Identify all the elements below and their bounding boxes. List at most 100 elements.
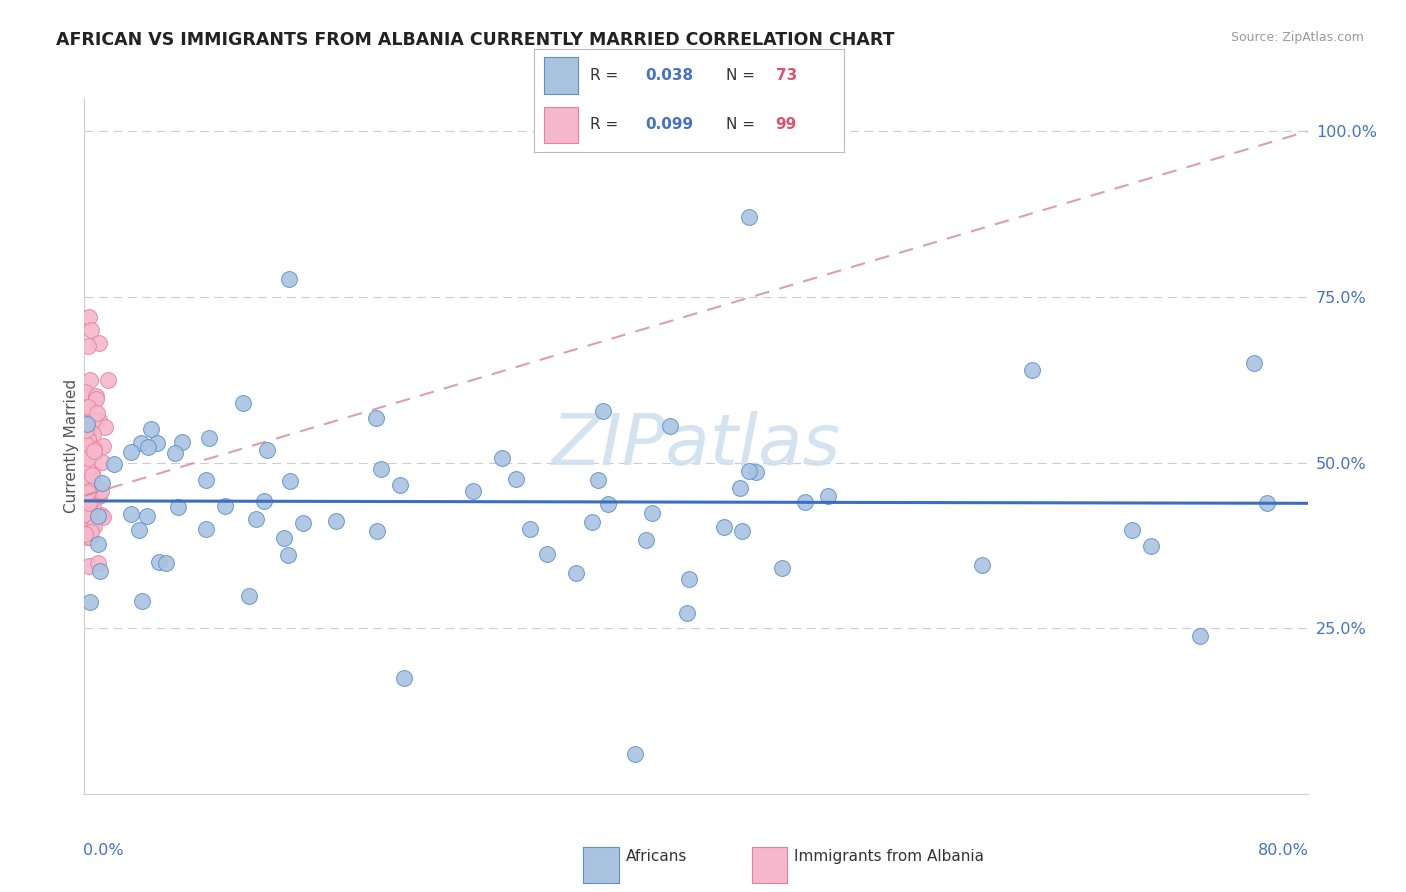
Point [77, 485, 100, 500]
Point [77, 498, 100, 512]
Point [146, 436, 169, 450]
Point [636, 533, 658, 548]
Point [77, 400, 100, 414]
Point [90, 508, 112, 522]
Point [93, 510, 115, 524]
Point [231, 396, 253, 410]
Text: Africans: Africans [626, 849, 688, 863]
Point [817, 489, 839, 503]
Point [80, 423, 103, 437]
Point [73, 385, 96, 400]
Point [505, 472, 527, 486]
Point [77, 431, 100, 445]
Text: 99: 99 [776, 118, 797, 133]
Text: R =: R = [591, 68, 623, 83]
Bar [544, 106, 578, 144]
Point [167, 500, 190, 515]
Point [79, 595, 101, 609]
Point [131, 594, 153, 608]
Point [80, 475, 103, 489]
Point [75, 432, 97, 446]
Point [73, 511, 96, 525]
Text: 0.0%: 0.0% [83, 843, 124, 857]
Point [80, 416, 103, 430]
Point [80, 493, 103, 508]
Point [77, 478, 100, 492]
Point [658, 418, 681, 433]
Point [738, 464, 761, 478]
Point [77, 408, 100, 422]
Point [278, 475, 301, 489]
Point [586, 473, 609, 487]
Point [80, 323, 103, 337]
Point [77, 558, 100, 573]
Point [75, 472, 97, 486]
Point [77, 390, 100, 404]
Point [75, 470, 97, 484]
Text: Source: ZipAtlas.com: Source: ZipAtlas.com [1230, 31, 1364, 45]
Point [103, 457, 125, 471]
Point [77, 508, 100, 522]
Point [277, 548, 299, 562]
Point [770, 561, 793, 575]
Point [86, 557, 108, 571]
Point [73, 439, 96, 453]
Point [120, 445, 142, 459]
Point [273, 531, 295, 545]
Point [75, 434, 97, 449]
Point [793, 495, 815, 509]
Point [970, 558, 993, 572]
Point [75, 527, 97, 541]
Point [596, 497, 619, 511]
Point [90, 484, 112, 499]
Point [198, 431, 221, 445]
Point [77, 475, 100, 490]
Point [148, 555, 170, 569]
Point [82, 413, 104, 427]
Point [77, 397, 100, 411]
Point [366, 524, 388, 538]
Point [195, 522, 218, 536]
Point [75, 415, 97, 429]
Text: 80.0%: 80.0% [1258, 843, 1309, 857]
Point [94, 420, 117, 434]
Point [76, 459, 98, 474]
Point [83, 444, 105, 458]
Point [76, 339, 98, 353]
Point [75, 445, 97, 459]
Point [136, 440, 159, 454]
Point [75, 454, 97, 468]
Point [75, 503, 97, 517]
Point [120, 507, 142, 521]
Point [738, 211, 761, 225]
Bar [544, 57, 578, 95]
Point [83, 484, 105, 499]
Point [86, 509, 108, 524]
Point [73, 435, 96, 450]
Point [245, 512, 267, 526]
Point [77, 432, 100, 446]
Point [76, 482, 98, 496]
Point [83, 447, 105, 461]
Point [75, 496, 97, 510]
Point [592, 404, 614, 418]
Point [77, 508, 100, 522]
Point [76, 418, 98, 433]
Point [136, 509, 159, 524]
Point [75, 478, 97, 492]
Point [86, 536, 108, 550]
Point [87, 336, 110, 351]
Point [155, 557, 177, 571]
Point [1256, 496, 1278, 510]
Point [624, 747, 647, 761]
Point [73, 443, 96, 458]
Point [461, 483, 484, 498]
Point [129, 436, 152, 450]
Point [194, 473, 217, 487]
Point [91, 455, 114, 469]
Point [641, 506, 664, 520]
Point [84, 389, 107, 403]
Point [713, 519, 735, 533]
Point [91, 439, 114, 453]
Point [76, 451, 98, 466]
